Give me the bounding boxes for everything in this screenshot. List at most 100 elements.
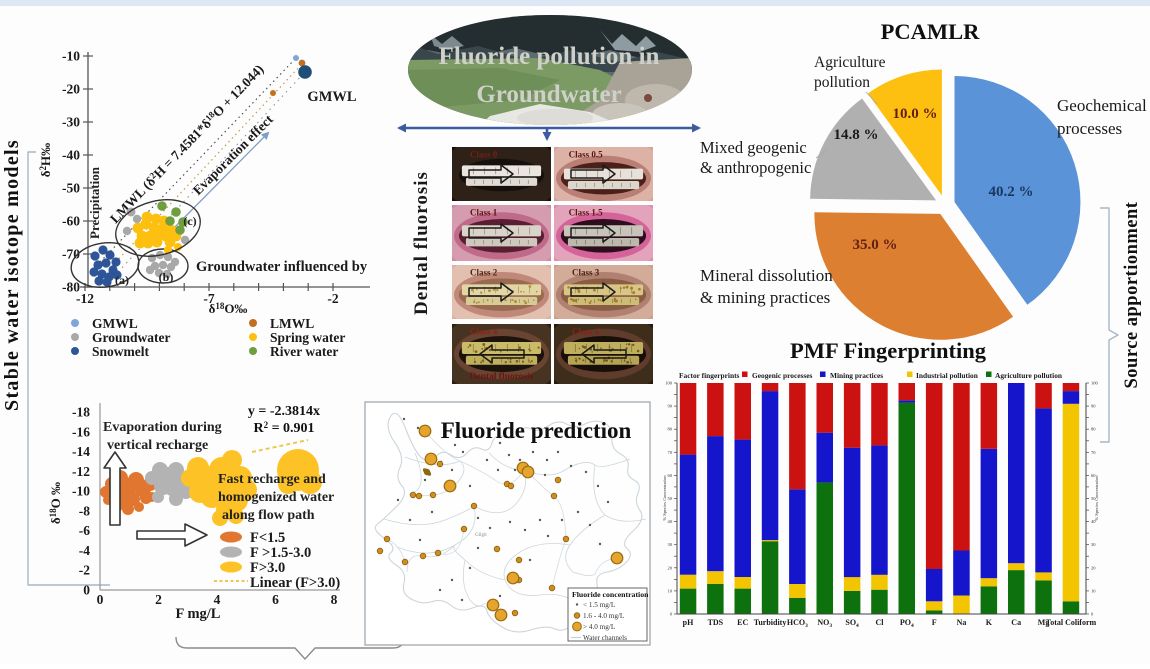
svg-text:Linear (F>3.0): Linear (F>3.0) bbox=[250, 575, 340, 591]
svg-text:Dental fluorosis: Dental fluorosis bbox=[411, 171, 432, 315]
svg-text:Groundwater: Groundwater bbox=[476, 81, 621, 108]
svg-text:-10: -10 bbox=[62, 49, 80, 64]
svg-text:0: 0 bbox=[83, 583, 90, 598]
svg-text:14.8 %: 14.8 % bbox=[834, 127, 879, 143]
svg-text:-2: -2 bbox=[79, 563, 90, 578]
svg-text:Fast recharge and: Fast recharge and bbox=[218, 472, 326, 487]
svg-text:(b): (b) bbox=[159, 270, 174, 284]
svg-text:-50: -50 bbox=[62, 181, 80, 196]
svg-text:NO3: NO3 bbox=[817, 618, 832, 629]
svg-text:-70: -70 bbox=[62, 247, 80, 262]
svg-text:GMWL: GMWL bbox=[92, 316, 138, 331]
svg-text:0: 0 bbox=[1091, 612, 1094, 617]
svg-text:50: 50 bbox=[1091, 496, 1096, 501]
svg-text:40: 40 bbox=[1091, 519, 1096, 524]
svg-text:% Species Concentration: % Species Concentration bbox=[662, 475, 667, 521]
svg-text:-12: -12 bbox=[72, 464, 90, 479]
svg-text:30: 30 bbox=[1091, 542, 1096, 547]
svg-text:60: 60 bbox=[668, 473, 673, 478]
svg-text:F >1.5-3.0: F >1.5-3.0 bbox=[250, 545, 311, 561]
svg-text:Geogenic processes: Geogenic processes bbox=[752, 371, 813, 380]
svg-text:Mineral dissolution: Mineral dissolution bbox=[700, 266, 833, 285]
svg-text:δ18O‰: δ18O‰ bbox=[209, 301, 248, 316]
svg-text:HCO3: HCO3 bbox=[787, 618, 808, 629]
svg-text:-4: -4 bbox=[79, 543, 90, 558]
svg-text:% Species Concentration: % Species Concentration bbox=[1094, 475, 1099, 521]
svg-text:70: 70 bbox=[1091, 450, 1096, 455]
svg-text:-16: -16 bbox=[72, 424, 90, 439]
svg-text:F mg/L: F mg/L bbox=[176, 606, 221, 622]
svg-text:< 1.5 mg/L: < 1.5 mg/L bbox=[583, 601, 615, 609]
svg-text:Mg: Mg bbox=[1038, 618, 1050, 627]
svg-text:F>3.0: F>3.0 bbox=[250, 560, 285, 576]
svg-text:-30: -30 bbox=[62, 115, 80, 130]
svg-text:-80: -80 bbox=[62, 280, 80, 295]
svg-text:Class 1.5: Class 1.5 bbox=[569, 208, 604, 218]
svg-text:F<1.5: F<1.5 bbox=[250, 530, 285, 546]
svg-text:Gilgit: Gilgit bbox=[475, 533, 487, 538]
svg-text:90: 90 bbox=[668, 404, 673, 409]
svg-text:Class 3: Class 3 bbox=[572, 268, 600, 278]
svg-text:Stable water isotope models: Stable water isotope models bbox=[1, 139, 23, 411]
svg-text:1.6 - 4.0 mg/L: 1.6 - 4.0 mg/L bbox=[583, 612, 624, 620]
svg-text:-6: -6 bbox=[79, 523, 90, 538]
svg-text:Precipitation: Precipitation bbox=[87, 166, 102, 239]
svg-text:Groundwater: Groundwater bbox=[92, 330, 171, 345]
svg-text:Cl: Cl bbox=[875, 618, 884, 627]
svg-text:Agriculture pollution: Agriculture pollution bbox=[995, 371, 1062, 380]
svg-text:100: 100 bbox=[665, 381, 673, 386]
svg-text:> 4.0 mg/L: > 4.0 mg/L bbox=[583, 623, 615, 631]
svg-text:40: 40 bbox=[668, 519, 673, 524]
svg-text:70: 70 bbox=[668, 450, 673, 455]
svg-text:Snowmelt: Snowmelt bbox=[92, 344, 150, 359]
svg-text:2: 2 bbox=[155, 592, 162, 607]
svg-text:& mining practices: & mining practices bbox=[700, 288, 830, 307]
svg-text:Source apportionment: Source apportionment bbox=[1122, 201, 1142, 388]
svg-text:vertical recharge: vertical recharge bbox=[107, 438, 208, 453]
svg-text:-7: -7 bbox=[203, 291, 214, 306]
svg-text:PO4: PO4 bbox=[900, 618, 914, 629]
svg-text:Spring water: Spring water bbox=[270, 330, 345, 345]
svg-text:Fluoride concentration: Fluoride concentration bbox=[572, 590, 649, 599]
svg-text:PCAMLR: PCAMLR bbox=[881, 19, 980, 44]
svg-text:-10: -10 bbox=[72, 484, 90, 499]
svg-text:Fluoride prediction: Fluoride prediction bbox=[441, 418, 632, 443]
svg-text:processes: processes bbox=[1057, 119, 1122, 138]
svg-text:R2 = 0.901: R2 = 0.901 bbox=[253, 420, 314, 436]
svg-text:80: 80 bbox=[1091, 427, 1096, 432]
svg-text:PMF Fingerprinting: PMF Fingerprinting bbox=[790, 338, 987, 363]
svg-text:Mining practices: Mining practices bbox=[830, 371, 883, 380]
svg-text:homogenized water: homogenized water bbox=[218, 490, 334, 505]
svg-text:0: 0 bbox=[97, 592, 104, 607]
svg-text:4: 4 bbox=[214, 592, 221, 607]
svg-text:35.0 %: 35.0 % bbox=[853, 237, 898, 253]
svg-text:Total Coliform: Total Coliform bbox=[1046, 618, 1097, 627]
svg-text:F: F bbox=[932, 618, 937, 627]
svg-text:Mixed geogenic: Mixed geogenic bbox=[700, 138, 807, 157]
svg-text:-12: -12 bbox=[76, 291, 94, 306]
svg-text:20: 20 bbox=[668, 565, 673, 570]
svg-text:Dental fluorosis: Dental fluorosis bbox=[470, 372, 534, 382]
svg-text:LMWL: LMWL bbox=[270, 316, 314, 331]
svg-text:(c): (c) bbox=[183, 214, 196, 228]
svg-text:Agriculture: Agriculture bbox=[814, 54, 886, 71]
svg-text:40.2 %: 40.2 % bbox=[989, 184, 1034, 200]
svg-text:GMWL: GMWL bbox=[307, 89, 356, 105]
svg-text:Geochemical: Geochemical bbox=[1057, 96, 1147, 115]
svg-text:Class 4: Class 4 bbox=[572, 327, 600, 337]
svg-text:Water channels: Water channels bbox=[583, 634, 627, 642]
svg-text:10.0 %: 10.0 % bbox=[893, 106, 938, 122]
svg-text:60: 60 bbox=[1091, 473, 1096, 478]
svg-text:Class 0: Class 0 bbox=[470, 150, 498, 160]
svg-text:K: K bbox=[986, 618, 993, 627]
svg-text:50: 50 bbox=[668, 496, 673, 501]
svg-text:30: 30 bbox=[668, 542, 673, 547]
svg-text:Turbidity: Turbidity bbox=[754, 618, 787, 627]
svg-text:10: 10 bbox=[1091, 588, 1096, 593]
svg-text:20: 20 bbox=[1091, 565, 1096, 570]
svg-text:Groundwater influenced by: Groundwater influenced by bbox=[196, 259, 368, 275]
svg-text:TDS: TDS bbox=[708, 618, 724, 627]
svg-text:& anthropogenic: & anthropogenic bbox=[700, 158, 811, 177]
svg-text:δ2H‰: δ2H‰ bbox=[38, 143, 53, 177]
svg-text:-8: -8 bbox=[79, 503, 90, 518]
